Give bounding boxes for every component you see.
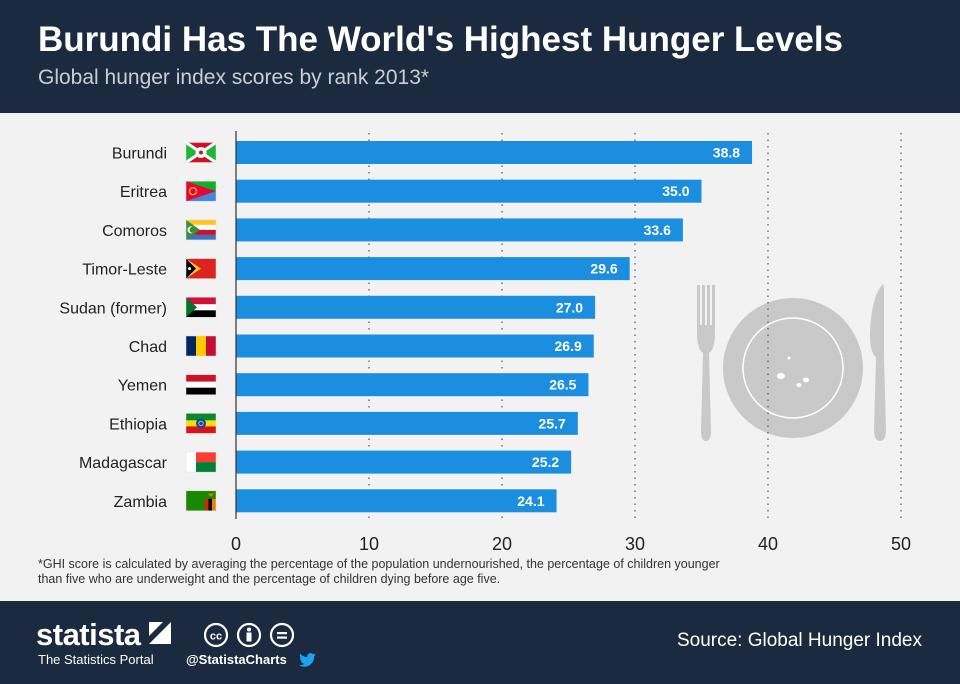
bar [236, 411, 578, 435]
category-label: Chad [129, 339, 167, 356]
x-tick-label: 30 [625, 534, 645, 554]
source-label: Source: Global Hunger Index [676, 630, 922, 651]
x-tick-labels: 0 10 20 30 40 50 [231, 534, 911, 554]
bar [236, 373, 589, 397]
fork-plate-knife-icon [697, 284, 886, 441]
bar [236, 295, 596, 319]
chart-area: 38.8 35.0 33.6 29.6 27.0 26.9 26.5 25.7 25.2 24.1… [0, 113, 960, 601]
category-label: Timor-Leste [82, 262, 167, 279]
category-label: Burundi [112, 146, 167, 163]
chad-flag-icon [185, 335, 217, 357]
bar-value-label: 38.8 [713, 145, 740, 161]
bar-value-label: 33.6 [644, 222, 671, 238]
category-label: Comoros [102, 223, 167, 240]
creative-commons-icons: cc [204, 622, 295, 648]
header: Burundi Has The World's Highest Hunger L… [0, 0, 960, 113]
statista-tagline: The Statistics Portal [38, 652, 154, 667]
bar-value-label: 26.5 [549, 377, 576, 393]
burundi-flag-icon [185, 141, 217, 164]
x-tick-label: 50 [891, 534, 911, 554]
x-tick-label: 10 [359, 534, 379, 554]
footer: statista The Statistics Portal cc @Stati… [0, 601, 960, 684]
category-label: Sudan (former) [59, 300, 167, 317]
bar-value-label: 29.6 [590, 261, 617, 277]
bar [236, 141, 753, 164]
bar [236, 334, 594, 358]
bar-value-label: 24.1 [517, 493, 544, 509]
chart-title: Burundi Has The World's Highest Hunger L… [38, 20, 844, 59]
bar-value-label: 26.9 [555, 338, 582, 354]
bar [236, 450, 572, 474]
ethiopia-flag-icon [185, 413, 217, 434]
statista-logo[interactable]: statista [36, 617, 141, 652]
footnote: *GHI score is calculated by averaging th… [38, 557, 720, 586]
x-tick-label: 20 [492, 534, 512, 554]
bar [236, 218, 683, 242]
category-label: Ethiopia [109, 416, 167, 433]
twitter-handle[interactable]: @StatistaCharts [186, 652, 287, 667]
x-tick-label: 0 [231, 534, 241, 554]
flags-group [185, 141, 217, 512]
bar [236, 489, 557, 513]
category-label: Madagascar [79, 455, 168, 472]
bar-value-label: 35.0 [662, 183, 689, 199]
bar-value-label: 27.0 [556, 299, 583, 315]
x-tick-label: 40 [758, 534, 778, 554]
statista-logo-icon [149, 622, 171, 644]
bar [236, 257, 630, 281]
sudan-flag-icon [185, 297, 217, 318]
category-label: Yemen [118, 378, 167, 395]
bars-group: 38.8 35.0 33.6 29.6 27.0 26.9 26.5 25.7 25.2 24.1 [236, 141, 753, 513]
bar-chart: 38.8 35.0 33.6 29.6 27.0 26.9 26.5 25.7 25.2 24.1… [59, 131, 911, 554]
bar-value-label: 25.7 [539, 415, 566, 431]
category-labels: Burundi Eritrea Comoros Timor-Leste Sudan (f… [59, 146, 167, 511]
eritrea-flag-icon [185, 180, 217, 202]
twitter-bird-icon [299, 653, 316, 667]
bar [236, 179, 702, 203]
category-label: Zambia [114, 494, 167, 511]
yemen-flag-icon [185, 374, 217, 395]
madagascar-flag-icon [185, 451, 217, 473]
svg-text:cc: cc [210, 631, 222, 643]
timor-leste-flag-icon [185, 258, 217, 279]
category-label: Eritrea [120, 184, 167, 201]
zambia-flag-icon [185, 490, 217, 512]
bar-value-label: 25.2 [532, 454, 559, 470]
chart-subtitle: Global hunger index scores by rank 2013* [38, 66, 430, 89]
comoros-flag-icon [185, 219, 217, 241]
